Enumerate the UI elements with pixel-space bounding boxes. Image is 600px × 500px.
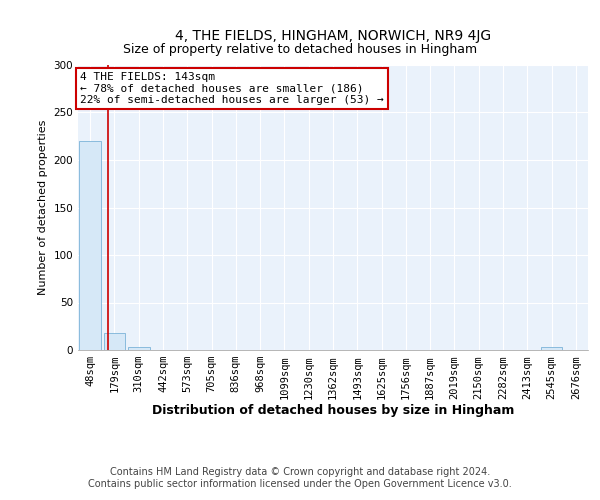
- Y-axis label: Number of detached properties: Number of detached properties: [38, 120, 48, 295]
- Text: 4 THE FIELDS: 143sqm
← 78% of detached houses are smaller (186)
22% of semi-deta: 4 THE FIELDS: 143sqm ← 78% of detached h…: [80, 72, 383, 105]
- X-axis label: Distribution of detached houses by size in Hingham: Distribution of detached houses by size …: [152, 404, 514, 417]
- Bar: [79, 141, 101, 350]
- Bar: [541, 347, 562, 350]
- Title: 4, THE FIELDS, HINGHAM, NORWICH, NR9 4JG: 4, THE FIELDS, HINGHAM, NORWICH, NR9 4JG: [175, 29, 491, 43]
- Text: Contains HM Land Registry data © Crown copyright and database right 2024.
Contai: Contains HM Land Registry data © Crown c…: [88, 468, 512, 489]
- Text: Size of property relative to detached houses in Hingham: Size of property relative to detached ho…: [123, 42, 477, 56]
- Bar: [104, 333, 125, 350]
- Bar: [128, 347, 149, 350]
